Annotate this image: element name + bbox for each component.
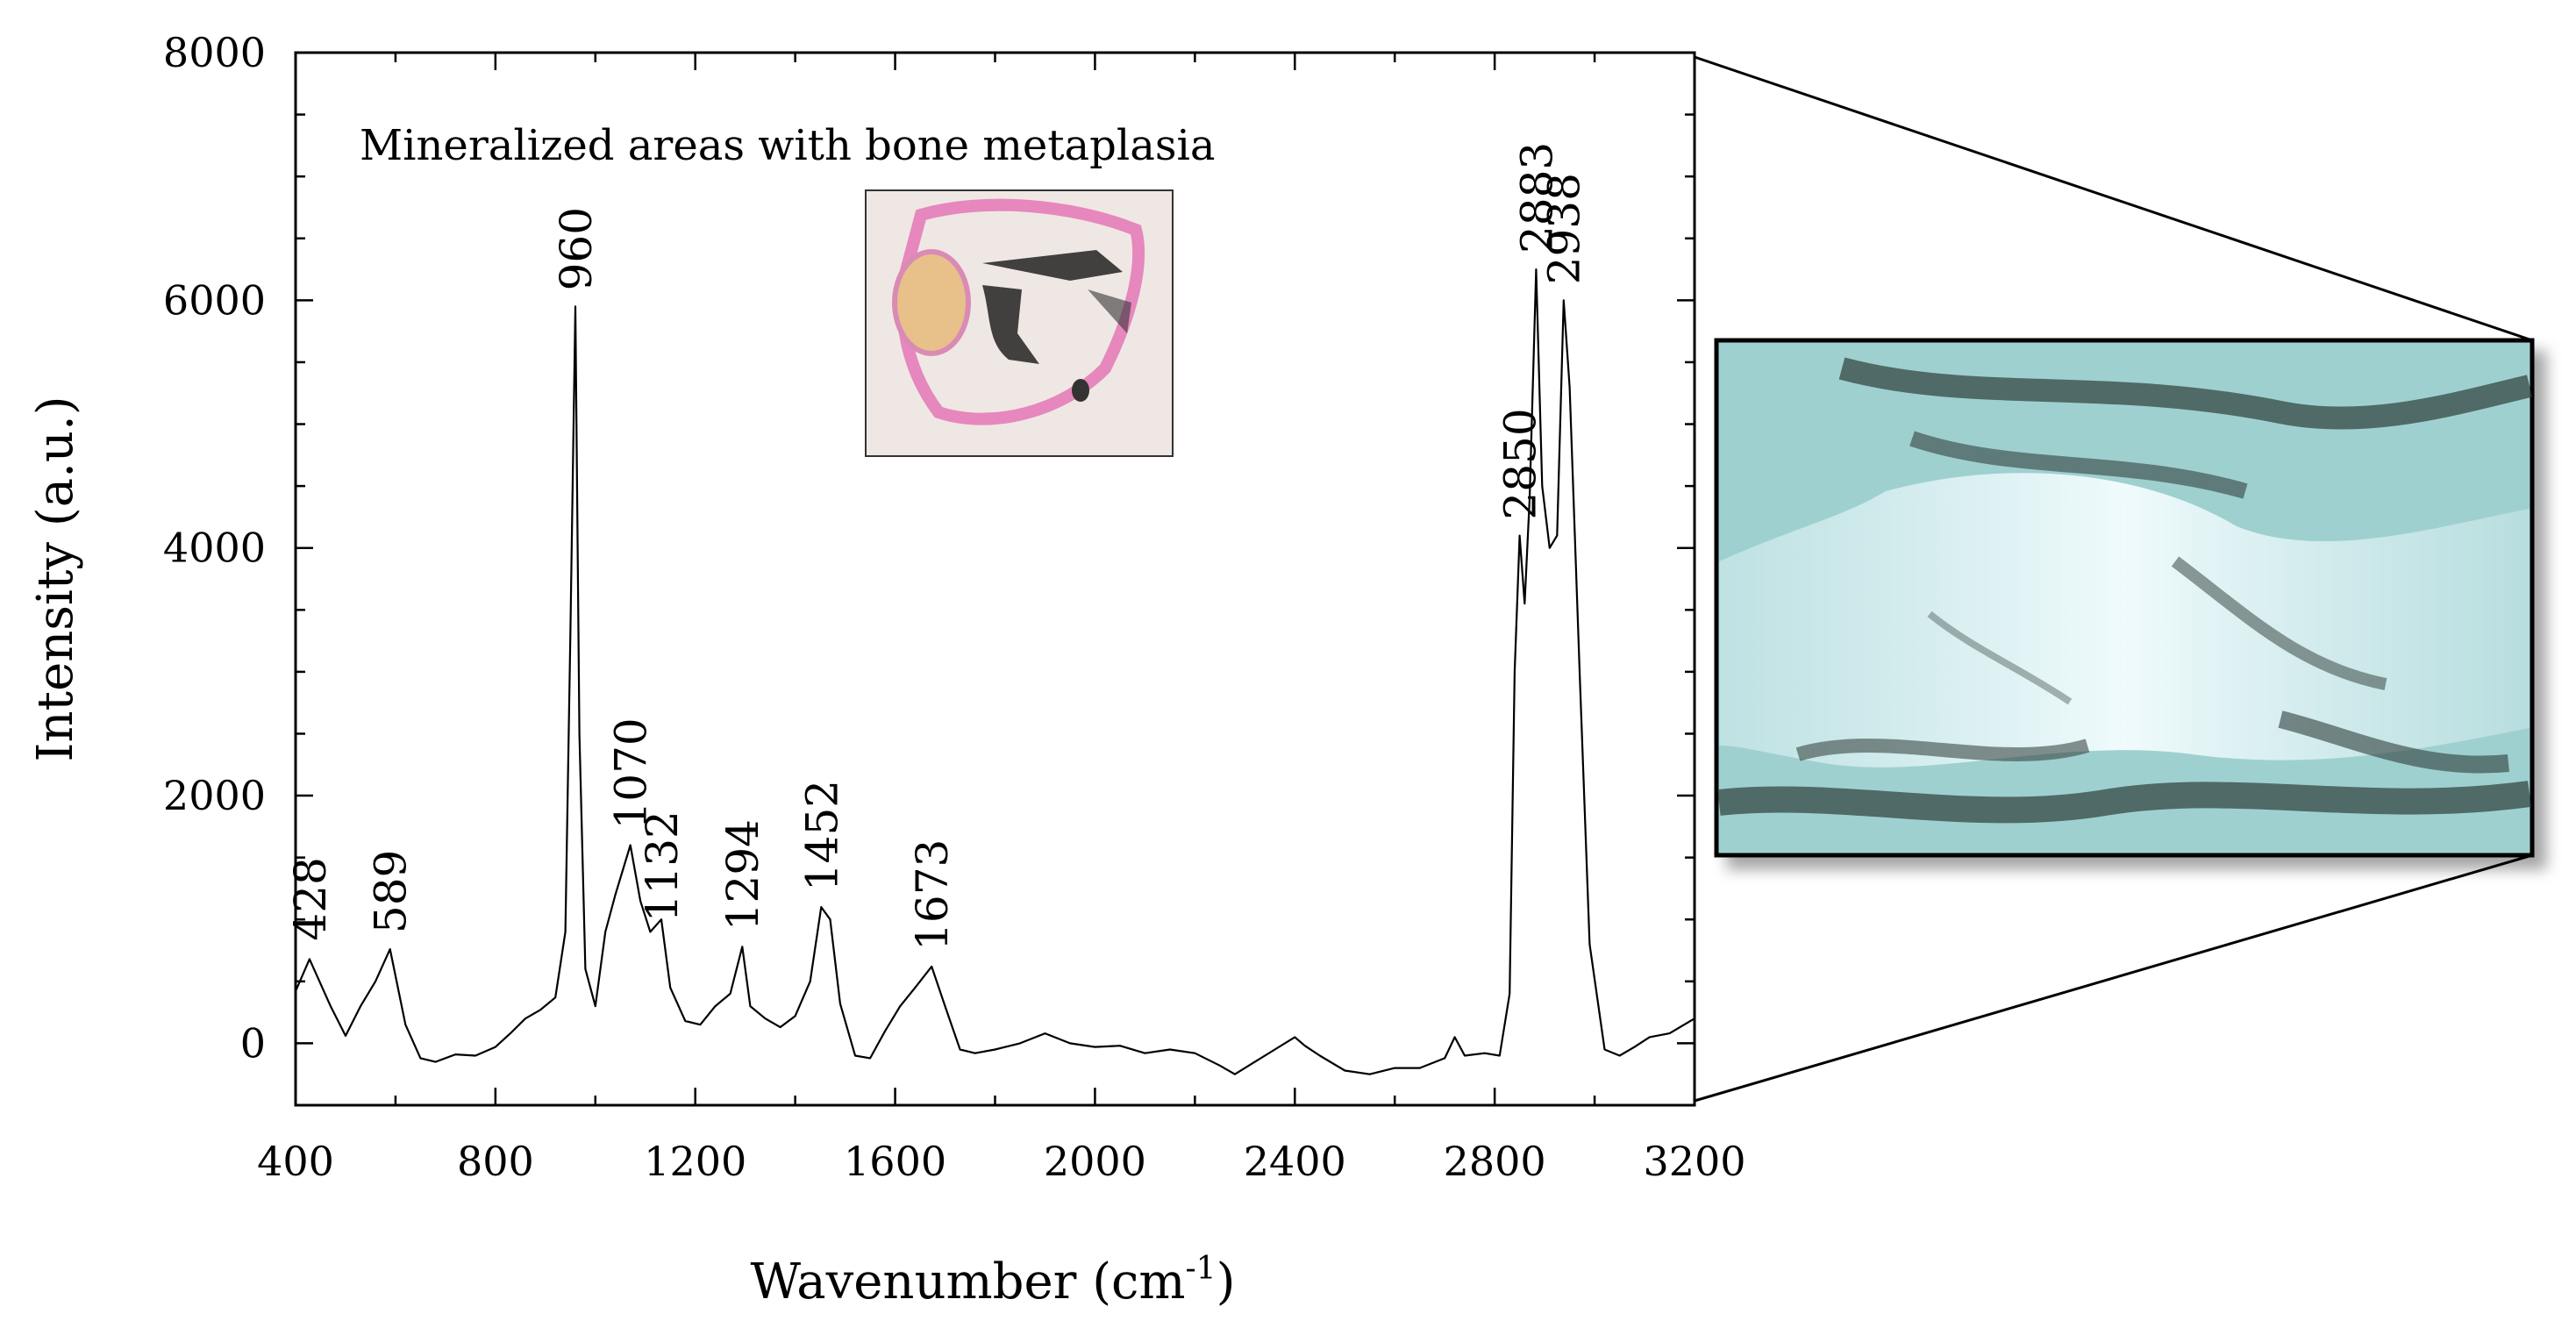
peak-label: 1070: [606, 718, 657, 829]
x-axis-title-close: ): [1217, 1253, 1236, 1310]
x-axis-title-sup: -1: [1186, 1251, 1217, 1287]
x-tick-label: 2400: [1244, 1138, 1346, 1185]
peak-label: 1132: [637, 810, 688, 922]
x-tick-label: 1200: [644, 1138, 746, 1185]
peak-label: 1294: [717, 819, 768, 931]
axis-tick-labels: 400 800 1200 1600 2000 2400 2800 3200 0 2000 4000 6…: [163, 29, 1746, 1185]
peak-label: 1673: [907, 839, 958, 951]
x-tick-label: 3200: [1643, 1138, 1745, 1185]
peak-label: 428: [285, 857, 336, 940]
x-axis-title: Wavenumber (cm-1): [751, 1251, 1236, 1310]
histology-section-image: [865, 189, 1174, 457]
y-tick-label: 8000: [163, 29, 266, 76]
y-tick-label: 6000: [163, 276, 266, 324]
peak-label: 960: [551, 207, 602, 290]
micrograph-texture: [1717, 357, 2533, 824]
y-tick-label: 0: [240, 1019, 266, 1067]
zoom-connector-bottom: [1694, 853, 2533, 1103]
y-tick-label: 2000: [163, 772, 266, 819]
x-tick-label: 400: [257, 1138, 334, 1185]
peak-label: 589: [366, 850, 417, 933]
zoom-connector-top: [1694, 55, 2533, 342]
peak-label: 2938: [1539, 173, 1590, 284]
x-tick-label: 2000: [1044, 1138, 1146, 1185]
plot-frame: [294, 51, 1696, 1107]
x-tick-label: 800: [457, 1138, 534, 1185]
peak-label: 2883: [1511, 142, 1562, 253]
peak-label: 2850: [1495, 408, 1546, 519]
spectrum-line: [294, 268, 1695, 1075]
y-tick-label: 4000: [163, 525, 266, 572]
annotation-text: Mineralized areas with bone metaplasia: [360, 121, 1215, 170]
peak-label: 1452: [796, 780, 847, 891]
x-tick-label: 1600: [844, 1138, 946, 1185]
x-tick-label: 2800: [1444, 1138, 1546, 1185]
x-axis-title-main: Wavenumber (cm: [751, 1253, 1186, 1310]
y-axis-title: Intensity (a.u.): [27, 396, 84, 761]
axis-ticks: [294, 51, 1696, 1107]
